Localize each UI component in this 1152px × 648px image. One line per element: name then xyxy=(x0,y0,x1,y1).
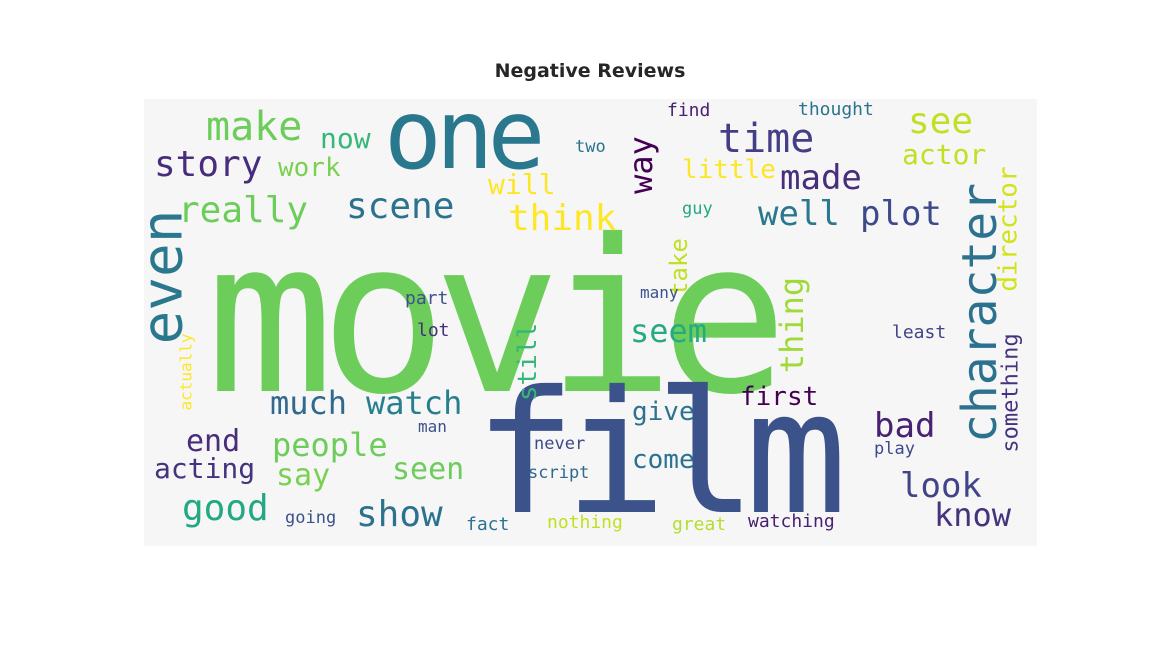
word-two: two xyxy=(575,137,606,157)
word-great: great xyxy=(672,514,727,535)
word-never: never xyxy=(534,434,586,454)
word-give: give xyxy=(632,397,695,427)
word-least: least xyxy=(892,322,947,343)
word-one: one xyxy=(384,99,545,191)
word-made: made xyxy=(780,158,862,198)
word-time: time xyxy=(718,116,815,162)
word-much: much xyxy=(270,384,348,422)
word-good: good xyxy=(182,488,269,529)
word-show: show xyxy=(356,494,443,535)
word-story: story xyxy=(154,144,263,185)
word-cloud: movie film one even character make time … xyxy=(144,99,1037,546)
word-make: make xyxy=(206,104,303,150)
word-little: little xyxy=(682,155,776,185)
word-bad: bad xyxy=(874,406,936,446)
word-going: going xyxy=(285,508,337,528)
chart-title: Negative Reviews xyxy=(494,60,686,82)
word-seem: seem xyxy=(630,312,708,350)
word-director: director xyxy=(993,166,1024,292)
word-watching: watching xyxy=(748,511,835,532)
word-find: find xyxy=(667,100,711,121)
word-first: first xyxy=(740,382,819,412)
word-well: well xyxy=(758,194,840,234)
word-work: work xyxy=(278,153,341,183)
word-script: script xyxy=(528,463,590,483)
word-acting: acting xyxy=(154,452,256,485)
word-know: know xyxy=(934,496,1012,534)
word-film: film xyxy=(474,355,847,546)
word-lot: lot xyxy=(417,320,450,341)
word-thing: thing xyxy=(773,276,812,374)
word-end: end xyxy=(186,424,241,459)
word-actually: actually xyxy=(176,333,196,411)
word-movie: movie xyxy=(206,194,788,441)
word-something: something xyxy=(998,333,1024,453)
word-watch: watch xyxy=(366,384,463,422)
word-look: look xyxy=(900,466,982,506)
word-actor: actor xyxy=(902,138,987,171)
word-come: come xyxy=(632,445,695,475)
word-see: see xyxy=(908,101,974,142)
word-way: way xyxy=(621,136,660,194)
word-part: part xyxy=(405,288,449,309)
word-will: will xyxy=(488,168,556,201)
word-still: still xyxy=(513,322,544,402)
word-now: now xyxy=(320,122,371,155)
word-play: play xyxy=(874,439,915,459)
word-nothing: nothing xyxy=(547,512,623,533)
word-think: think xyxy=(508,198,617,239)
word-fact: fact xyxy=(466,514,510,535)
word-plot: plot xyxy=(860,194,942,234)
word-seen: seen xyxy=(392,452,465,487)
word-people: people xyxy=(272,426,388,464)
word-guy: guy xyxy=(682,199,713,219)
word-many: many xyxy=(640,283,679,302)
word-scene: scene xyxy=(346,186,455,227)
word-really: really xyxy=(178,190,309,231)
word-say: say xyxy=(276,458,331,493)
word-thought: thought xyxy=(798,99,874,120)
word-man: man xyxy=(418,417,447,436)
